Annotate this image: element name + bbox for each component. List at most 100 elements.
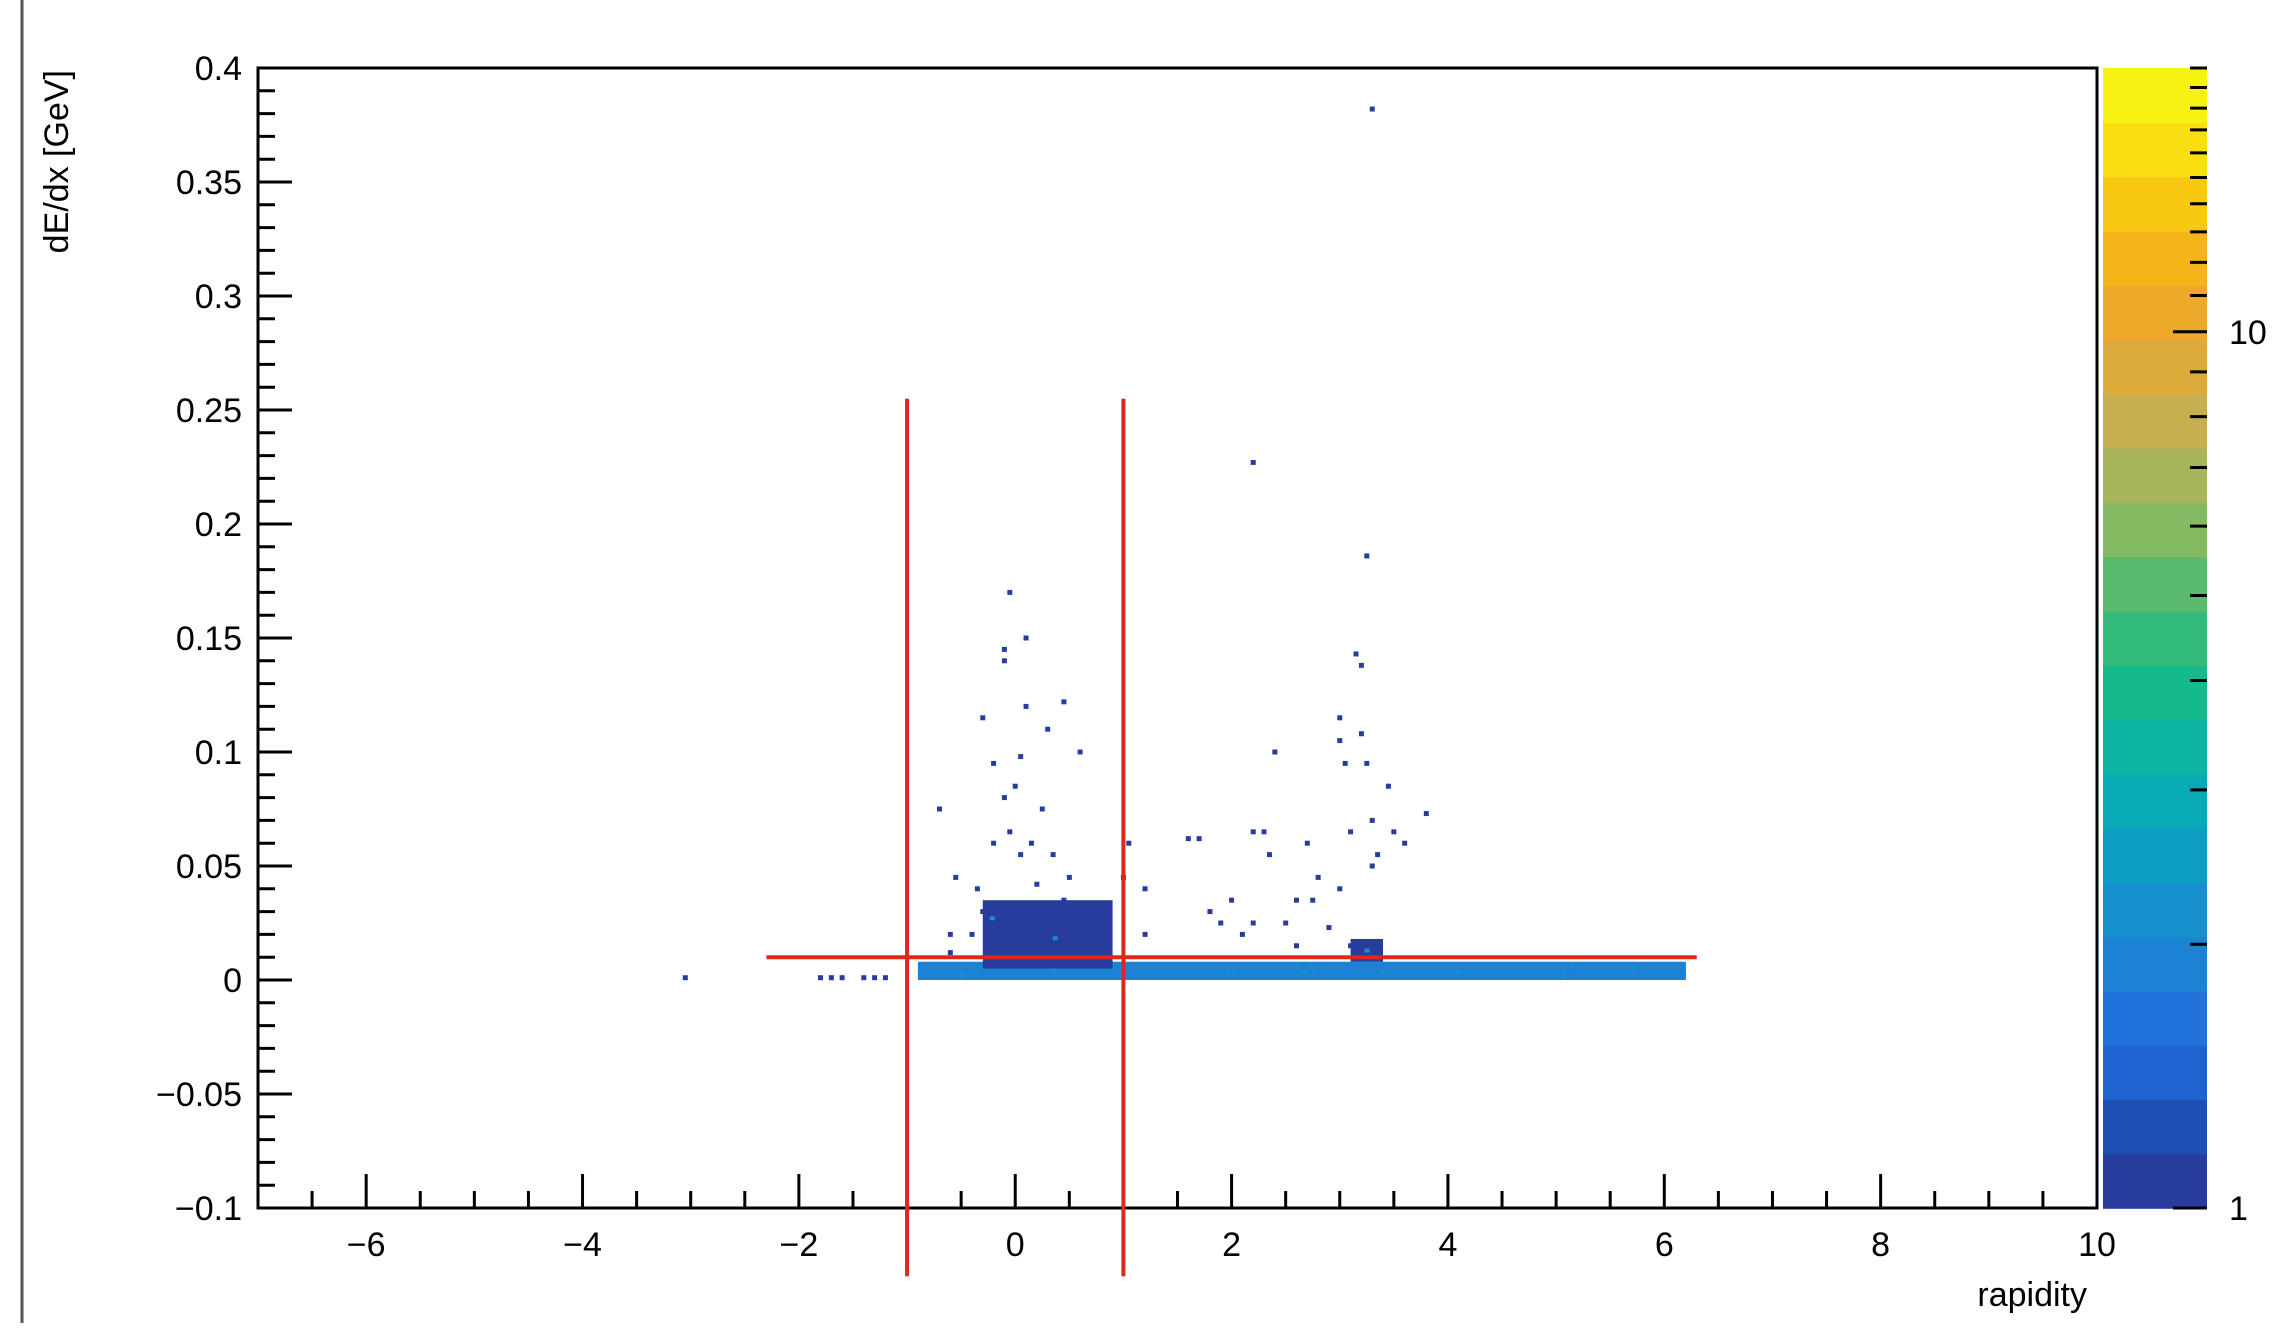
bin xyxy=(1358,662,1364,668)
bin xyxy=(1034,881,1040,887)
bin xyxy=(1018,754,1024,760)
bin xyxy=(1261,829,1267,835)
bin xyxy=(991,760,997,766)
dense-texel xyxy=(1456,970,1462,975)
bin xyxy=(1250,920,1256,926)
colorbar-band xyxy=(2103,502,2207,558)
bin xyxy=(1423,811,1429,817)
colorbar-band xyxy=(2103,556,2207,612)
bin xyxy=(1342,760,1348,766)
bin xyxy=(682,975,688,981)
x-tick-label: 10 xyxy=(2078,1226,2116,1264)
histogram-bins xyxy=(682,106,1686,981)
dense-texel xyxy=(1050,967,1056,972)
bin xyxy=(1266,852,1272,858)
bin xyxy=(1348,829,1354,835)
dense-texel xyxy=(1561,974,1567,979)
bin xyxy=(980,909,986,915)
bin xyxy=(1250,829,1256,835)
colorbar-band xyxy=(2103,665,2207,721)
bin xyxy=(1061,699,1067,705)
x-tick-label: 0 xyxy=(1006,1226,1025,1264)
bin xyxy=(1337,886,1343,892)
y-axis-label: dE/dx [GeV] xyxy=(38,70,76,253)
colorbar-band xyxy=(2103,1045,2207,1101)
bin xyxy=(1402,840,1408,846)
bin xyxy=(839,975,845,981)
bin xyxy=(1375,852,1381,858)
bin xyxy=(872,975,878,981)
colorbar: 1 10 xyxy=(2103,66,2267,1228)
bin xyxy=(1012,783,1018,789)
x-tick-label: −6 xyxy=(347,1226,386,1264)
dense-texel xyxy=(1232,970,1238,975)
cut-lines xyxy=(766,398,1697,1277)
bin xyxy=(1250,459,1256,465)
dense-texel xyxy=(1052,936,1058,941)
bin xyxy=(1229,897,1235,903)
bin xyxy=(818,975,824,981)
dense-texel xyxy=(1631,966,1637,971)
y-tick-label: 0.1 xyxy=(195,734,242,772)
colorbar-tick-label: 1 xyxy=(2229,1190,2248,1228)
dense-texel xyxy=(1302,970,1308,975)
bin xyxy=(861,975,867,981)
colorbar-tick-label: 10 xyxy=(2229,314,2267,352)
bin xyxy=(1391,829,1397,835)
bin xyxy=(1239,931,1245,937)
colorbar-band xyxy=(2103,339,2207,395)
bin xyxy=(1326,925,1332,931)
y-tick-label: −0.05 xyxy=(156,1076,242,1114)
bin xyxy=(1142,886,1148,892)
bin xyxy=(1018,852,1024,858)
bin xyxy=(974,886,980,892)
bin xyxy=(1293,943,1299,949)
bin xyxy=(1218,920,1224,926)
bin xyxy=(980,715,986,721)
bin xyxy=(1358,731,1364,737)
colorbar-band xyxy=(2103,610,2207,666)
bin xyxy=(937,806,943,812)
y-tick-label: 0 xyxy=(223,962,242,1000)
y-tick-label: 0.3 xyxy=(195,278,242,316)
y-tick-label: 0.2 xyxy=(195,506,242,544)
bin xyxy=(1272,749,1278,755)
colorbar-band xyxy=(2103,176,2207,232)
bin xyxy=(991,840,997,846)
dense-texel xyxy=(1225,969,1231,974)
y-tick-label: −0.1 xyxy=(175,1190,242,1228)
bin xyxy=(1126,840,1132,846)
colorbar-band xyxy=(2103,393,2207,449)
dense-texel xyxy=(1364,948,1370,953)
x-tick-label: 4 xyxy=(1438,1226,1457,1264)
bin xyxy=(1364,760,1370,766)
bin xyxy=(1001,658,1007,664)
colorbar-band xyxy=(2103,448,2207,504)
bin xyxy=(1310,897,1316,903)
bin xyxy=(1369,863,1375,869)
bin xyxy=(1196,836,1202,842)
bin xyxy=(882,975,888,981)
bin xyxy=(1050,852,1056,858)
bin xyxy=(1039,806,1045,812)
y-tick-label: 0.25 xyxy=(176,392,242,430)
bin xyxy=(1337,715,1343,721)
bin xyxy=(1066,874,1072,880)
bin xyxy=(947,950,953,956)
bin xyxy=(996,913,1002,919)
bin xyxy=(947,931,953,937)
colorbar-band xyxy=(2103,990,2207,1046)
colorbar-band xyxy=(2103,719,2207,775)
y-tick-label: 0.4 xyxy=(195,50,242,88)
dense-texel xyxy=(1379,969,1385,974)
colorbar-band xyxy=(2103,1099,2207,1155)
dense-texel xyxy=(989,916,995,921)
x-tick-label: −2 xyxy=(779,1226,818,1264)
colorbar-band xyxy=(2103,122,2207,178)
bin xyxy=(1364,553,1370,559)
x-tick-label: 6 xyxy=(1655,1226,1674,1264)
x-tick-label: −4 xyxy=(563,1226,602,1264)
bin xyxy=(1088,943,1094,949)
